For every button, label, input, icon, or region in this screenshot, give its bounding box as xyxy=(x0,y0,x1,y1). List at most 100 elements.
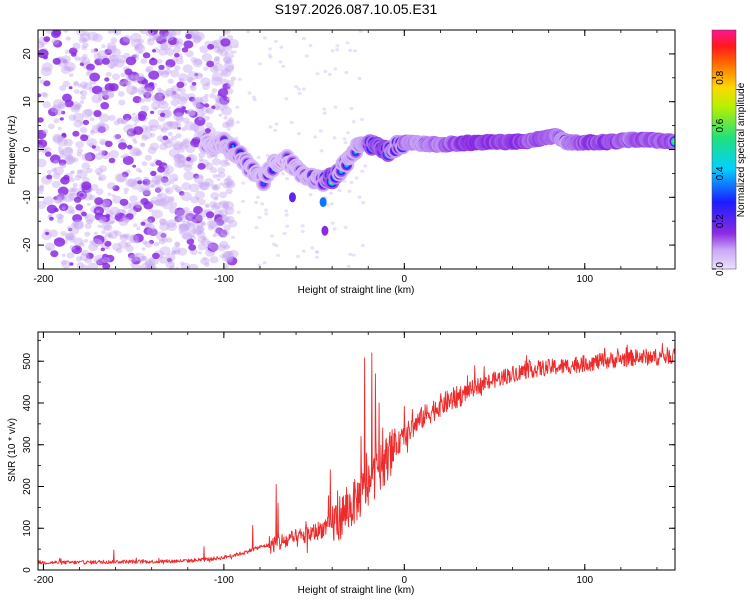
noise-speckle xyxy=(49,154,61,164)
noise-speckle xyxy=(119,233,129,242)
noise-speckle xyxy=(181,47,189,53)
noise-speckle xyxy=(165,48,175,56)
noise-speckle xyxy=(119,198,129,206)
noise-speckle xyxy=(197,181,205,188)
noise-speckle xyxy=(348,252,353,256)
noise-speckle xyxy=(140,183,150,191)
noise-speckle xyxy=(159,100,166,106)
noise-speckle xyxy=(247,91,252,95)
noise-speckle xyxy=(128,234,139,244)
noise-speckle xyxy=(176,160,185,168)
noise-speckle xyxy=(52,57,61,65)
noise-speckle xyxy=(172,140,184,151)
noise-speckle xyxy=(218,172,226,179)
noise-speckle xyxy=(171,121,182,129)
noise-speckle xyxy=(284,209,289,213)
noise-speckle xyxy=(69,47,78,55)
noise-speckle xyxy=(69,238,75,243)
snr-y-axis-label: SNR (10 * v/v) xyxy=(7,418,18,482)
noise-speckle xyxy=(270,234,274,238)
noise-speckle xyxy=(113,120,121,126)
noise-speckle xyxy=(145,258,156,267)
noise-speckle xyxy=(120,119,127,125)
noise-speckle xyxy=(70,104,81,113)
noise-speckle xyxy=(204,181,210,187)
noise-speckle xyxy=(210,192,220,200)
noise-speckle xyxy=(51,167,57,173)
noise-speckle xyxy=(109,206,121,216)
noise-speckle xyxy=(141,262,152,269)
noise-speckle xyxy=(174,215,183,222)
noise-speckle xyxy=(86,218,94,225)
noise-speckle xyxy=(93,235,105,245)
noise-speckle xyxy=(274,122,279,126)
noise-speckle xyxy=(188,244,197,251)
noise-speckle xyxy=(165,189,170,193)
noise-speckle xyxy=(99,216,107,223)
noise-speckle xyxy=(360,169,365,173)
noise-speckle xyxy=(125,178,136,188)
noise-speckle xyxy=(45,30,53,34)
noise-speckle xyxy=(38,117,44,123)
noise-speckle xyxy=(84,213,95,223)
noise-speckle xyxy=(254,200,259,205)
noise-speckle xyxy=(150,200,156,205)
noise-speckle xyxy=(153,242,160,247)
noise-speckle xyxy=(100,102,110,110)
noise-speckle xyxy=(113,30,122,36)
noise-speckle xyxy=(194,190,205,200)
noise-speckle xyxy=(88,243,98,252)
noise-speckle xyxy=(335,48,340,52)
noise-speckle xyxy=(70,170,75,174)
noise-speckle xyxy=(226,256,238,266)
noise-speckle xyxy=(154,174,164,183)
noise-speckle xyxy=(178,223,183,228)
noise-speckle xyxy=(179,231,184,235)
noise-speckle xyxy=(157,166,166,173)
noise-speckle xyxy=(191,97,201,106)
noise-speckle xyxy=(111,194,116,198)
noise-speckle xyxy=(190,85,197,92)
noise-speckle xyxy=(75,141,84,149)
noise-speckle xyxy=(140,58,148,64)
noise-speckle xyxy=(40,43,45,48)
noise-speckle xyxy=(213,58,221,64)
noise-speckle xyxy=(139,98,145,104)
noise-speckle xyxy=(197,163,206,170)
noise-speckle xyxy=(177,215,187,223)
noise-speckle xyxy=(175,122,180,126)
noise-speckle xyxy=(301,249,306,253)
noise-speckle xyxy=(72,214,83,223)
noise-speckle xyxy=(85,252,94,260)
noise-speckle xyxy=(135,252,139,256)
noise-speckle xyxy=(66,252,75,259)
noise-speckle xyxy=(254,226,259,230)
noise-speckle xyxy=(46,169,53,175)
noise-speckle xyxy=(163,32,175,41)
noise-speckle xyxy=(79,193,84,197)
noise-speckle xyxy=(93,231,98,235)
noise-speckle xyxy=(98,149,106,156)
noise-speckle xyxy=(138,86,145,93)
noise-speckle xyxy=(91,85,103,95)
noise-speckle xyxy=(80,134,89,142)
noise-speckle xyxy=(125,245,134,252)
noise-speckle xyxy=(159,218,168,226)
noise-speckle xyxy=(114,134,121,140)
noise-speckle xyxy=(165,195,170,199)
noise-speckle xyxy=(123,187,129,192)
noise-speckle xyxy=(297,87,301,91)
y-tick-label: 0 xyxy=(22,146,33,152)
noise-speckle xyxy=(58,101,67,109)
x-tick-label: 0 xyxy=(402,274,408,285)
noise-speckle xyxy=(132,148,142,156)
noise-speckle xyxy=(193,173,200,179)
noise-speckle xyxy=(122,113,132,121)
noise-speckle xyxy=(173,154,185,164)
noise-speckle xyxy=(153,33,164,42)
noise-speckle xyxy=(205,122,213,129)
noise-speckle xyxy=(189,30,200,38)
noise-speckle xyxy=(135,167,142,173)
snr-series-line xyxy=(38,343,675,565)
noise-speckle xyxy=(93,206,105,216)
